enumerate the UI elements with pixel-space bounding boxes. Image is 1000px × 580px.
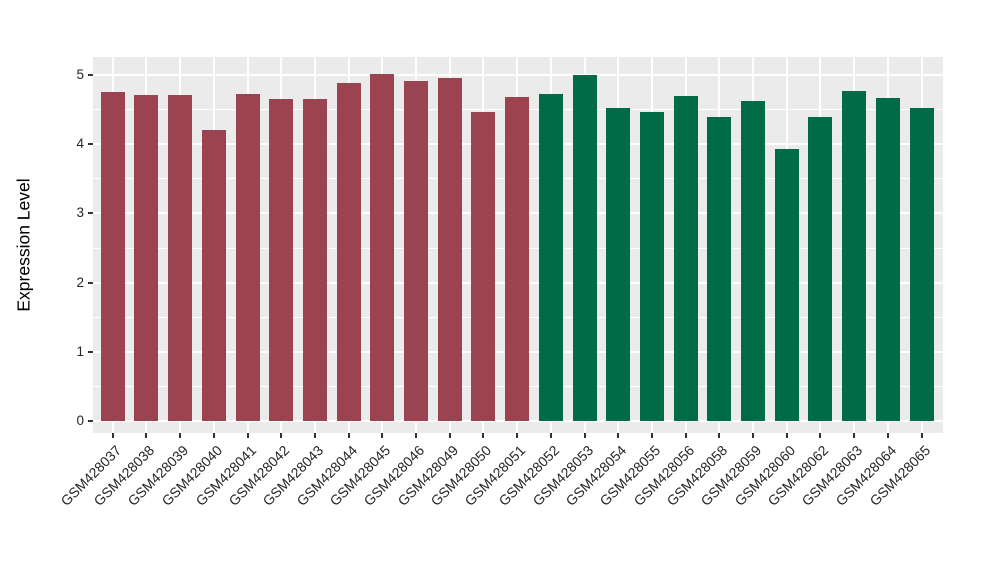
bar [572, 75, 597, 421]
y-tick-label: 2 [76, 274, 84, 290]
x-tick-mark [280, 433, 283, 438]
x-tick-mark [212, 433, 215, 438]
y-tick-label: 1 [76, 343, 84, 359]
y-tick-label: 0 [76, 413, 84, 428]
y-tick-label: 3 [76, 205, 84, 221]
plot-panel [93, 57, 943, 433]
x-tick-mark [179, 433, 182, 438]
bar [741, 101, 765, 421]
y-tick-mark [88, 143, 93, 146]
x-tick-mark [684, 433, 687, 438]
x-tick-mark [583, 433, 586, 438]
x-tick-mark [853, 433, 856, 438]
x-tick-mark [313, 433, 316, 438]
x-tick-mark [920, 433, 923, 438]
x-tick-mark [516, 433, 519, 438]
x-tick-mark [650, 433, 653, 438]
bar [404, 81, 428, 421]
bar [673, 96, 698, 421]
x-tick-mark [482, 433, 485, 438]
x-tick-mark [718, 433, 721, 438]
bar [471, 111, 496, 421]
bar [437, 77, 462, 421]
bar [808, 117, 833, 421]
bar [302, 98, 327, 421]
y-tick-label: 4 [76, 136, 84, 152]
bar [370, 73, 395, 421]
y-tick-mark [88, 350, 93, 353]
x-tick-mark [111, 433, 114, 438]
y-tick-mark [88, 281, 93, 284]
x-tick-mark [381, 433, 384, 438]
x-tick-mark [752, 433, 754, 438]
y-tick-mark [88, 420, 93, 422]
x-tick-mark [448, 433, 451, 438]
bar [336, 82, 361, 421]
bar [201, 129, 226, 421]
x-tick-mark [549, 433, 552, 438]
x-tick-mark [347, 433, 350, 438]
bar [774, 149, 799, 421]
x-tick-mark [819, 433, 822, 438]
y-tick-label: 5 [76, 67, 84, 82]
bar [875, 97, 900, 421]
y-tick-mark [88, 74, 93, 76]
bar [100, 92, 125, 421]
bar [505, 97, 530, 421]
x-tick-mark [415, 433, 417, 438]
bar [842, 90, 867, 421]
x-tick-mark [145, 433, 148, 438]
x-tick-mark [886, 433, 889, 438]
bar [269, 98, 294, 421]
x-tick-mark [246, 433, 249, 438]
bar [134, 95, 159, 421]
h-gridline-major [93, 420, 943, 422]
x-tick-mark [785, 433, 788, 438]
y-tick-mark [88, 212, 93, 215]
y-axis-title: Expression Level [13, 178, 34, 312]
bar [639, 112, 664, 421]
h-gridline-major [93, 74, 943, 76]
bar [909, 107, 934, 421]
bar [606, 108, 631, 421]
x-tick-mark [617, 433, 620, 438]
bar [168, 95, 193, 421]
bar [707, 117, 732, 421]
bar [538, 93, 563, 421]
bar [235, 94, 260, 421]
